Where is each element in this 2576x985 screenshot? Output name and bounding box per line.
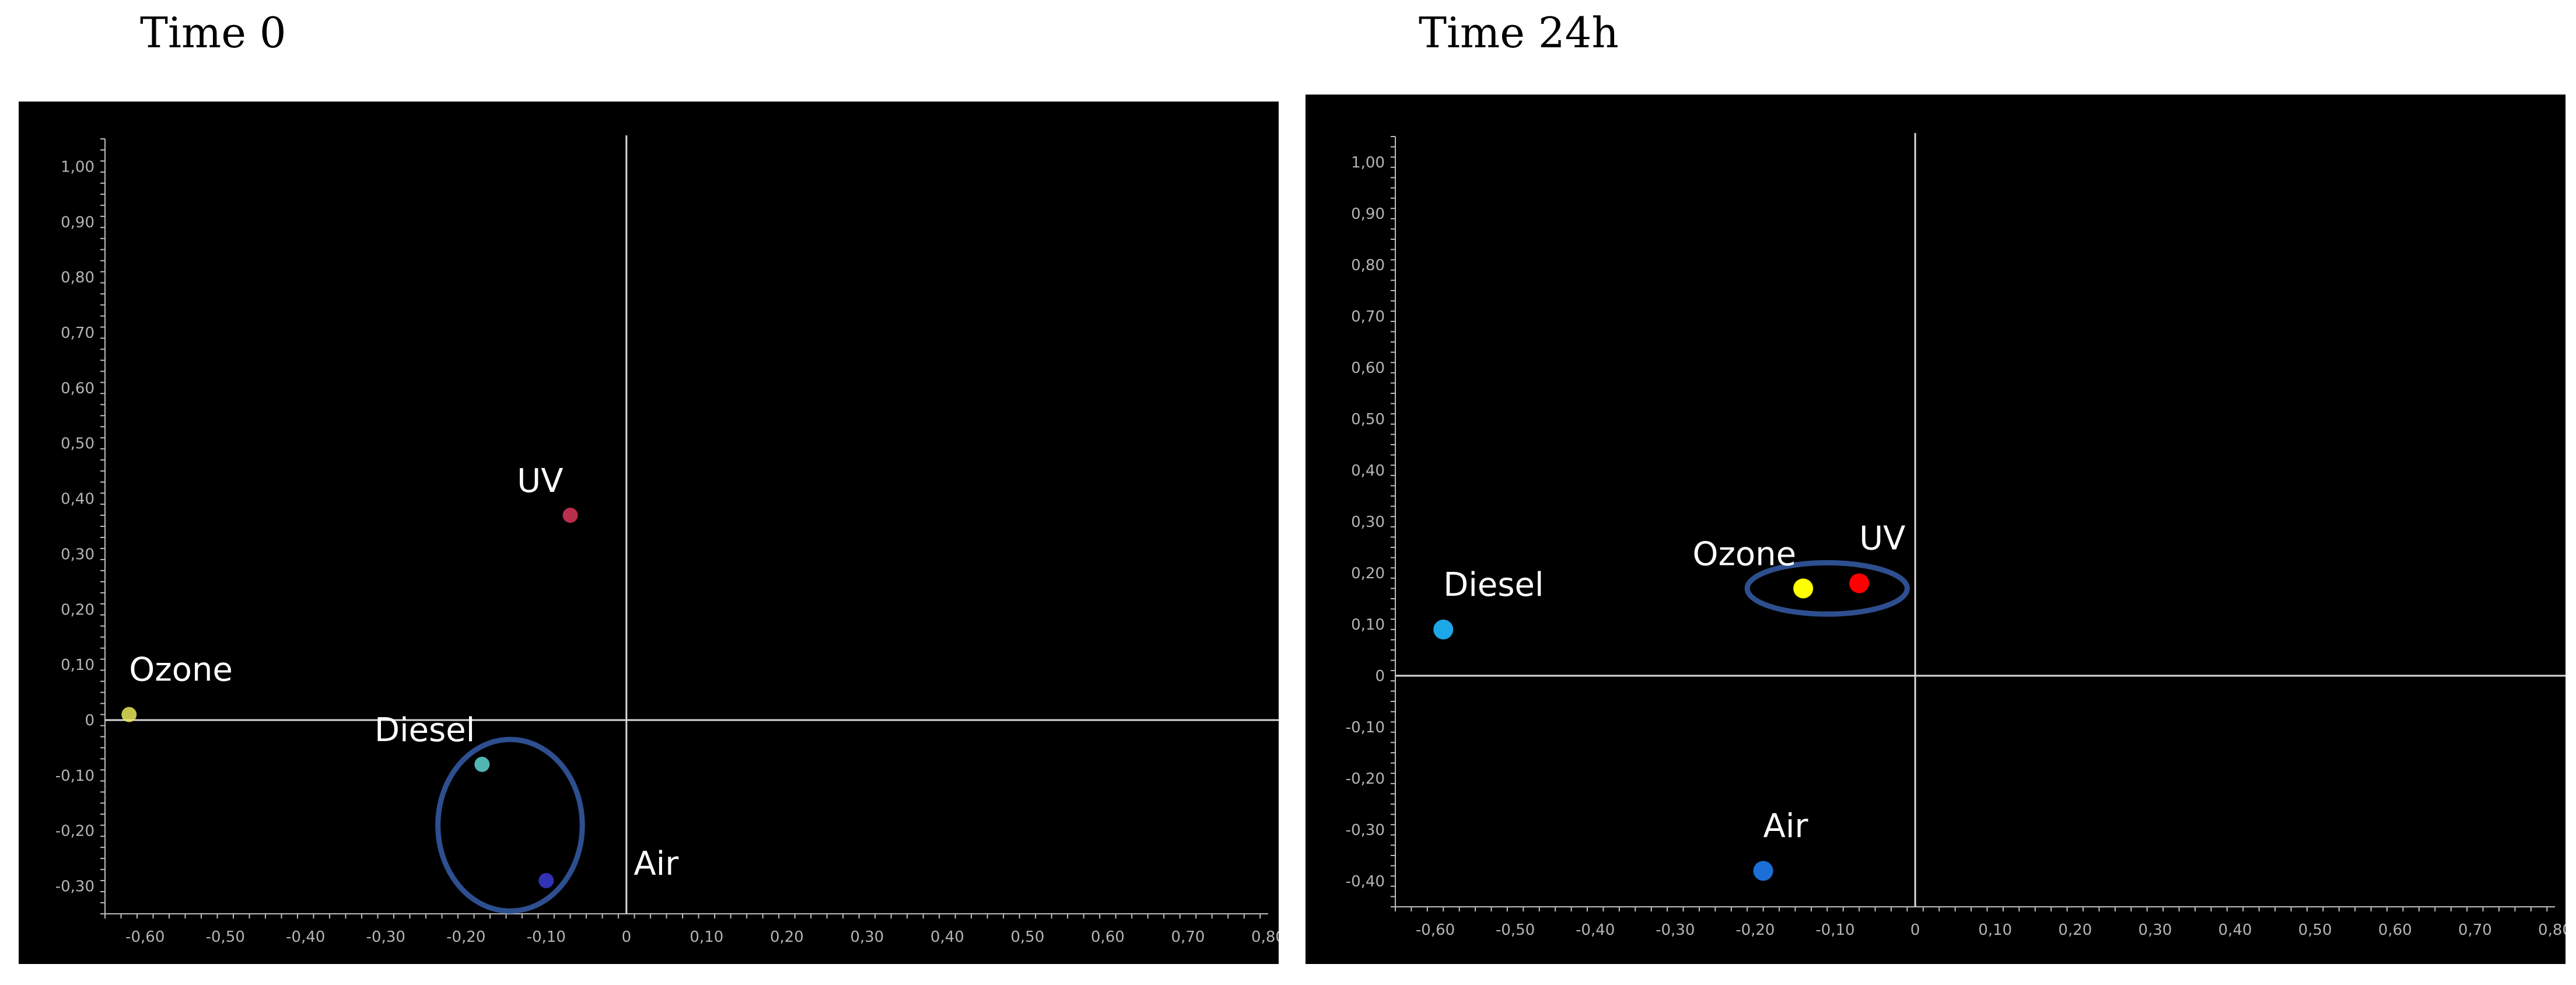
x-tick-label: 0,60: [1091, 928, 1125, 946]
x-tick-label: -0,20: [446, 928, 485, 946]
y-tick-label: 0,60: [61, 380, 94, 397]
y-tick-label: -0,10: [55, 767, 94, 785]
y-tick-label: 0,50: [61, 435, 94, 453]
y-tick-label: 0,50: [1351, 411, 1385, 428]
y-tick-label: 0,70: [1351, 308, 1385, 326]
highlight-ellipse: [1744, 560, 1910, 617]
x-tick-label: -0,50: [206, 928, 245, 946]
y-tick-label: 0,60: [1351, 359, 1385, 377]
y-tick-label: 0,80: [1351, 257, 1385, 274]
x-tick-label: -0,30: [366, 928, 405, 946]
point-diesel: [474, 756, 490, 772]
x-tick-label: 0,80: [2538, 921, 2566, 939]
y-tick-label: 0: [1375, 668, 1385, 685]
x-tick-label: -0,10: [1815, 921, 1854, 939]
x-tick-label: -0,40: [286, 928, 325, 946]
y-tick-label: -0,40: [1346, 873, 1385, 890]
x-tick-label: 0,70: [2458, 921, 2492, 939]
x-tick-label: 0,40: [2218, 921, 2252, 939]
y-tick-label: 0,40: [1351, 462, 1385, 480]
y-tick-label: 0,90: [61, 214, 94, 231]
y-tick-label: 0,30: [1351, 514, 1385, 531]
highlight-ellipse: [435, 736, 585, 914]
y-tick-label: 1,00: [61, 158, 94, 176]
scatter-plot-time-24h: -0,40 -0,30 -0,20 -0,10 0 0,10 0,20 0,30 0,40 0,5…: [1306, 95, 2566, 964]
y-tick-label: 0,80: [61, 269, 94, 287]
y-tick-label: 0,30: [61, 546, 94, 563]
y-tick-label: -0,20: [1346, 770, 1385, 788]
x-tick-label: 0,50: [1011, 928, 1045, 946]
x-tick-label: 0,60: [2378, 921, 2412, 939]
y-tick-label: 0,20: [1351, 565, 1385, 582]
chart-title-time-24h: Time 24h: [1419, 8, 1619, 57]
point-ozone: [121, 707, 137, 722]
point-label-ozone: Ozone: [129, 651, 233, 689]
point-label-uv: UV: [517, 462, 563, 500]
x-tick-label: 0,30: [850, 928, 884, 946]
x-tick-label: 0,20: [2058, 921, 2092, 939]
y-tick-label: 0: [85, 712, 94, 729]
y-tick-label: 0,40: [61, 491, 94, 508]
scatter-plot-time-0: -0,30 -0,20 -0,10 0 0,10 0,20 0,30 0,40 0,50 0,60…: [19, 102, 1279, 964]
point-label-air: Air: [634, 845, 679, 883]
point-air: [538, 873, 554, 889]
x-tick-label: 0,80: [1251, 928, 1279, 946]
x-tick-label: 0,70: [1171, 928, 1205, 946]
point-label-uv: UV: [1859, 520, 1905, 558]
x-tick-label: -0,30: [1656, 921, 1695, 939]
x-tick-label: 0,40: [930, 928, 964, 946]
x-tick-label: 0,30: [2138, 921, 2172, 939]
y-tick-label: 0,90: [1351, 205, 1385, 223]
point-label-diesel: Diesel: [374, 711, 475, 749]
y-tick-label: 0,10: [1351, 616, 1385, 634]
point-uv: [1849, 573, 1870, 593]
y-tick-label: -0,20: [55, 823, 94, 840]
x-tick-label: -0,50: [1496, 921, 1535, 939]
x-tick-label: 0: [622, 928, 632, 946]
y-tick-label: 0,70: [61, 324, 94, 342]
x-tick-label: -0,60: [1416, 921, 1455, 939]
y-tick-label: -0,30: [55, 878, 94, 896]
y-tick-label: -0,10: [1346, 719, 1385, 736]
x-tick-label: -0,40: [1576, 921, 1615, 939]
x-tick-label: 0,20: [770, 928, 804, 946]
x-tick-label: 0,10: [1978, 921, 2012, 939]
x-tick-label: 0: [1910, 921, 1920, 939]
x-tick-label: -0,60: [125, 928, 164, 946]
x-tick-label: -0,20: [1735, 921, 1774, 939]
y-tick-label: 0,10: [61, 656, 94, 674]
x-tick-label: 0,50: [2298, 921, 2332, 939]
point-label-air: Air: [1763, 807, 1809, 845]
point-air: [1753, 861, 1773, 881]
x-tick-label: 0,10: [690, 928, 723, 946]
y-tick-label: 1,00: [1351, 154, 1385, 172]
point-ozone: [1793, 578, 1814, 599]
x-tick-label: -0,10: [527, 928, 566, 946]
y-tick-label: 0,20: [61, 601, 94, 619]
point-uv: [562, 508, 578, 523]
y-tick-label: -0,30: [1346, 822, 1385, 839]
point-diesel: [1433, 619, 1454, 640]
point-label-diesel: Diesel: [1443, 566, 1544, 604]
chart-title-time-0: Time 0: [140, 8, 286, 57]
point-label-ozone: Ozone: [1693, 535, 1797, 573]
